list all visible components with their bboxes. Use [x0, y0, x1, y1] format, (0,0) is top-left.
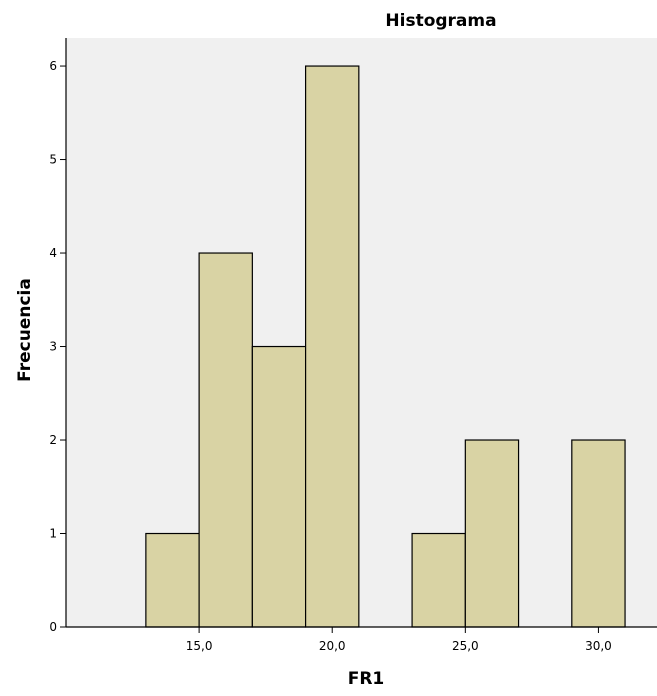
histogram-bar — [198, 252, 253, 628]
y-tick-label: 1 — [49, 527, 57, 541]
y-ticks-group: 0 1 2 3 4 5 6 — [49, 59, 66, 634]
plot-background — [66, 38, 657, 627]
x-tick-label: 15,0 — [186, 639, 213, 653]
y-tick-label: 4 — [49, 246, 57, 260]
x-tick-label: 20,0 — [319, 639, 346, 653]
x-axis-title: FR1 — [348, 669, 385, 689]
y-tick-label: 6 — [49, 59, 57, 73]
y-axis-title: Frecuencia — [15, 278, 35, 382]
histogram-bar — [251, 345, 307, 628]
chart-title: Histograma — [385, 11, 496, 31]
x-ticks-group: 15,0 20,0 25,0 30,0 — [186, 627, 612, 653]
histogram-bar — [304, 65, 360, 628]
bars-group — [145, 65, 626, 628]
y-tick-label: 2 — [49, 433, 57, 447]
x-tick-label: 25,0 — [452, 639, 479, 653]
histogram-bar — [571, 439, 626, 628]
histogram-bar — [145, 532, 200, 628]
histogram-bar — [464, 439, 520, 628]
x-tick-label: 30,0 — [585, 639, 612, 653]
y-tick-label: 5 — [49, 153, 57, 167]
y-tick-label: 3 — [49, 340, 57, 354]
histogram-bar — [411, 532, 466, 628]
y-tick-label: 0 — [49, 620, 57, 634]
